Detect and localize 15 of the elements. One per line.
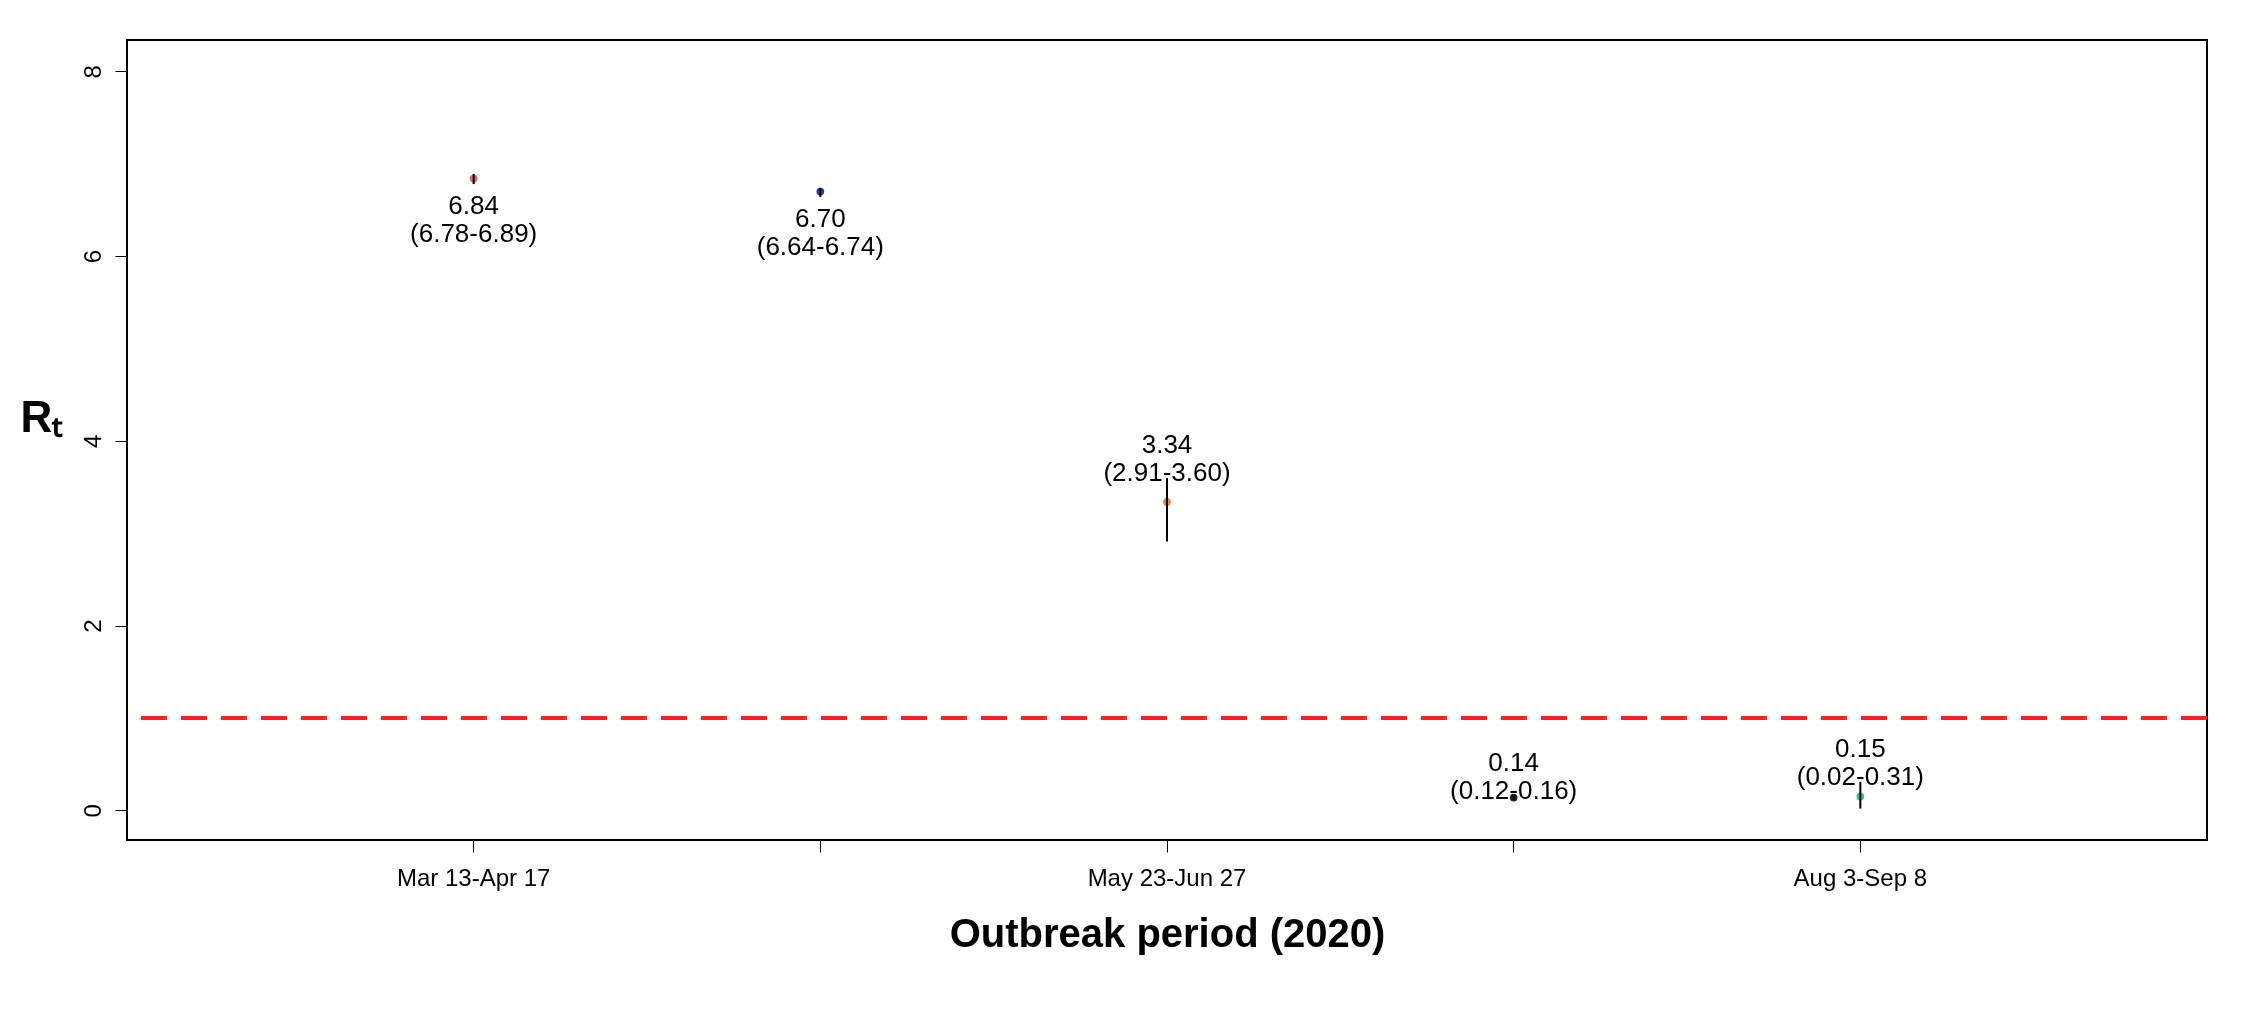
x-axis-title: Outbreak period (2020) <box>949 910 1386 955</box>
data-label: 6.84 (6.78-6.89) <box>410 189 538 248</box>
data-label: 6.70 (6.64-6.74) <box>756 202 884 261</box>
data-label: 0.14 (0.12-0.16) <box>1450 746 1578 805</box>
x-tick-label: Mar 13-Apr 17 <box>396 863 551 891</box>
x-tick-label: Aug 3-Sep 8 <box>1793 863 1928 891</box>
y-tick-label: 4 <box>78 434 106 449</box>
y-axis-title: Rₜ <box>20 391 64 441</box>
y-tick-label: 8 <box>78 65 106 79</box>
y-tick-label: 6 <box>78 249 106 264</box>
data-label: 3.34 (2.91-3.60) <box>1103 428 1231 487</box>
y-tick-label: 0 <box>78 804 106 818</box>
x-tick-label: May 23-Jun 27 <box>1087 863 1247 891</box>
y-tick-label: 2 <box>78 619 106 633</box>
data-label: 0.15 (0.02-0.31) <box>1796 732 1924 791</box>
